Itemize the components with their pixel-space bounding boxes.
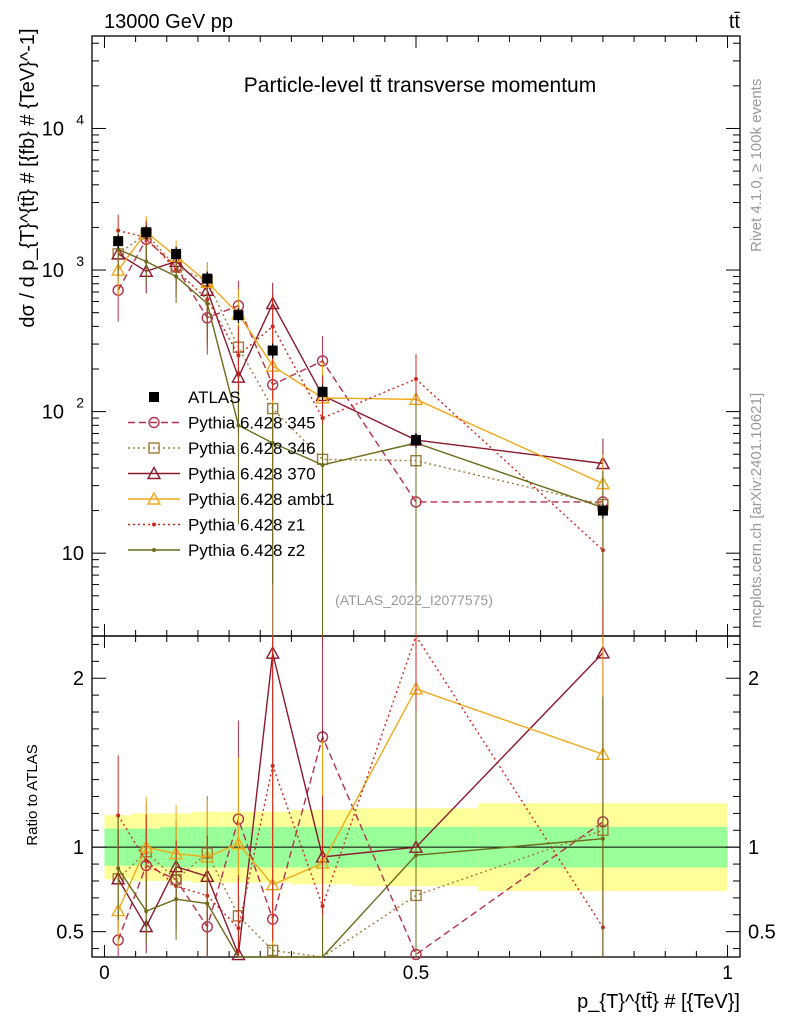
legend-label-1: Pythia 6.428 346 (188, 439, 316, 458)
series-line-4 (118, 229, 604, 551)
legend-label-0: Pythia 6.428 345 (188, 414, 316, 433)
ratio-line-5 (117, 838, 603, 958)
series-point (236, 353, 241, 358)
legend: ATLAS Pythia 6.428 345 Pythia 6.428 346 Pyt… (128, 388, 334, 560)
data-point (317, 386, 328, 397)
x-axis-label: p_{T}^{tt̄} # [{TeV}] (577, 991, 740, 1013)
series-point (270, 441, 275, 446)
ratio-point (144, 858, 149, 863)
ratio-point (205, 901, 210, 906)
series-group (110, 214, 611, 961)
series-point (236, 423, 241, 428)
series-point (414, 376, 418, 381)
ratio-point (116, 866, 121, 871)
legend-marker-3 (146, 491, 162, 505)
legend-label-4: Pythia 6.428 z1 (188, 516, 305, 535)
ratio-y-tick-label-right: 1 (748, 837, 759, 859)
series-point (320, 462, 325, 467)
x-tick-label: 1 (722, 963, 733, 984)
ratio-y-tick-label: 2 (73, 668, 84, 690)
header-right: tt̄ (729, 11, 741, 33)
series-line-0 (117, 238, 603, 503)
legend-label-3: Pythia 6.428 ambt1 (188, 490, 334, 509)
y-tick-label-exponent: 3 (76, 253, 84, 269)
legend-marker-0 (148, 416, 160, 429)
legend-label-data: ATLAS (188, 388, 241, 407)
series-point (144, 259, 149, 264)
y-tick-label: 10 (42, 402, 64, 424)
ratio-y-tick-label-right: 0.5 (748, 922, 776, 944)
ratio-point (600, 836, 605, 841)
legend-marker-1 (148, 442, 160, 454)
x-tick-label: 0.5 (403, 963, 429, 984)
y-tick-label: 10 (62, 543, 84, 565)
side-label-bottom: mcplots.cern.ch [arXiv:2401.10621] (748, 393, 765, 628)
ratio-point (231, 947, 246, 961)
ratio-y-tick-label: 0.5 (56, 922, 84, 944)
data-point (113, 236, 124, 247)
y-tick-label-exponent: 4 (76, 111, 84, 127)
data-series (113, 225, 608, 519)
series-point (116, 247, 121, 252)
ratio-y-axis-label: Ratio to ATLAS (24, 744, 41, 845)
side-label-top: Rivet 4.1.0, ≥ 100k events (748, 79, 765, 252)
series-point (270, 324, 275, 329)
data-point (233, 310, 244, 321)
y-tick-label: 10 (42, 118, 64, 140)
ratio-y-tick-label: 1 (73, 837, 84, 859)
legend-label-2: Pythia 6.428 370 (188, 465, 316, 484)
chart-title: Particle-level tt̄ transverse momentum (244, 74, 596, 97)
x-tick-label: 0 (99, 963, 110, 984)
ratio-point (270, 763, 275, 768)
data-point (171, 248, 182, 259)
data-point (202, 273, 213, 284)
legend-marker-data (149, 392, 159, 402)
y-tick-label-exponent: 2 (76, 395, 84, 411)
ratio-point (236, 926, 241, 931)
data-point (141, 227, 152, 238)
header-left: 13000 GeV pp (104, 11, 233, 33)
ratio-point (414, 853, 418, 858)
ratio-point (116, 813, 121, 818)
ratio-point (174, 897, 179, 902)
legend-marker-5 (152, 548, 156, 552)
series-point (116, 228, 121, 233)
legend-marker-4 (152, 522, 156, 527)
legend-marker-2 (146, 466, 162, 480)
ratio-point (320, 903, 325, 908)
legend-label-5: Pythia 6.428 z2 (188, 541, 305, 560)
data-point (267, 345, 278, 356)
ratio-y-tick-label-right: 2 (748, 668, 759, 690)
series-point (320, 416, 325, 421)
axis-ticks: 0 0.5 1 10 10 2 10 3 10 4 0.5 0.5 1 1 2 2 (42, 36, 776, 984)
series-point (174, 274, 179, 279)
data-point (597, 505, 608, 516)
analysis-id: (ATLAS_2022_I2077575) (335, 592, 493, 608)
ratio-point (144, 909, 149, 914)
y-tick-label: 10 (42, 260, 64, 282)
ratio-point (231, 836, 246, 850)
data-point (411, 435, 421, 446)
y-axis-label: dσ / d p_{T}^{tt̄} # [{fb} # {TeV}^-1] (17, 28, 39, 327)
series-point (205, 301, 210, 306)
